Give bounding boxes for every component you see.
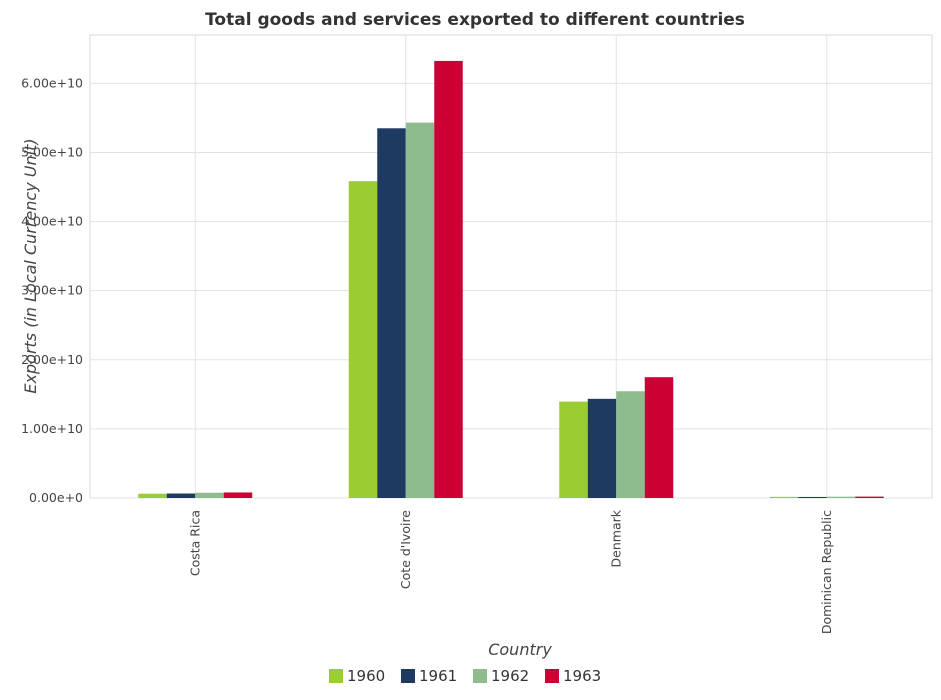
- bar-1960: [138, 494, 167, 498]
- bar-1960: [559, 402, 588, 498]
- x-tick-label: Cote d'Ivoire: [398, 510, 413, 589]
- legend-label: 1960: [347, 667, 385, 685]
- bar-1961: [377, 128, 406, 498]
- y-tick-label: 1.00e+10: [21, 421, 83, 436]
- x-tick-label: Denmark: [608, 509, 623, 567]
- y-tick-label: 6.00e+10: [21, 75, 83, 90]
- legend-swatch: [545, 669, 559, 683]
- legend-label: 1962: [491, 667, 529, 685]
- plot-area: [90, 35, 932, 498]
- legend-swatch: [329, 669, 343, 683]
- legend-swatch: [401, 669, 415, 683]
- bar-1960: [770, 497, 799, 498]
- legend-label: 1963: [563, 667, 601, 685]
- legend-label: 1961: [419, 667, 457, 685]
- bar-1963: [645, 377, 674, 498]
- bar-1962: [827, 497, 856, 498]
- bar-1961: [167, 494, 196, 498]
- y-tick-label: 0.00e+0: [29, 490, 83, 505]
- legend-swatch: [473, 669, 487, 683]
- bar-1961: [588, 399, 617, 498]
- legend: 1960 1961 1962 1963: [329, 667, 601, 685]
- x-axis-ticks: Costa Rica Cote d'Ivoire Denmark Dominican …: [187, 509, 834, 634]
- bar-1963: [855, 497, 884, 498]
- bar-1960: [349, 181, 378, 498]
- bar-1962: [406, 123, 435, 498]
- bar-1962: [616, 391, 645, 498]
- chart-title: Total goods and services exported to dif…: [205, 10, 745, 30]
- x-tick-label: Costa Rica: [187, 510, 202, 576]
- y-axis-title: Exports (in Local Currency Unit): [21, 138, 40, 393]
- bar-1962: [195, 493, 224, 498]
- bar-1961: [798, 497, 827, 498]
- bar-1963: [434, 61, 463, 498]
- bar-1963: [224, 492, 253, 498]
- x-axis-title: Country: [488, 640, 552, 659]
- x-tick-label: Dominican Republic: [819, 510, 834, 634]
